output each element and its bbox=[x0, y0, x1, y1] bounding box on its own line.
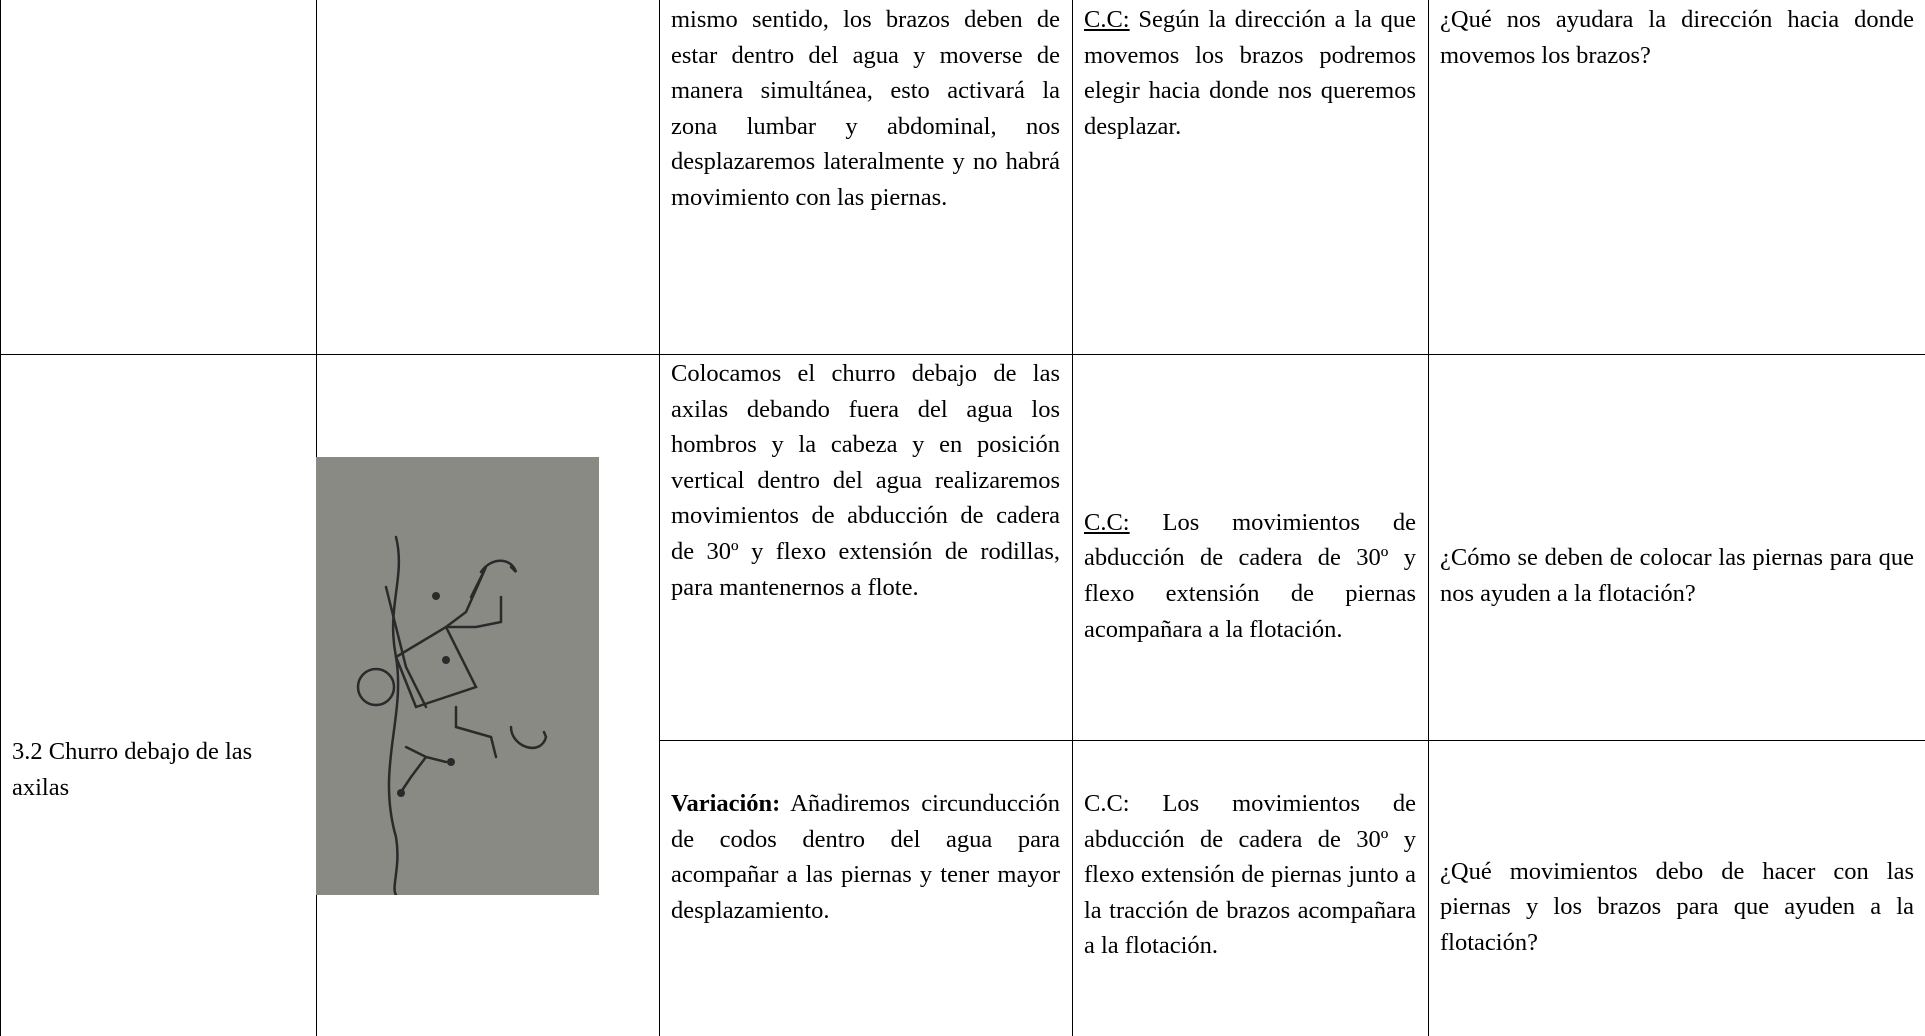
description: Colocamos el churro debajo de las axilas… bbox=[671, 360, 1060, 601]
border bbox=[0, 354, 1925, 355]
question: ¿Qué nos ayudara la dirección hacia dond… bbox=[1440, 6, 1914, 69]
cc-text: C.C: Los movimientos de abducción de cad… bbox=[1084, 790, 1416, 960]
activity: 3.2 Churro debajo de las axilas bbox=[12, 738, 253, 801]
cell: ¿Cómo se deben de colocar las piernas pa… bbox=[1428, 354, 1925, 740]
cc: C.C: Según la dirección a la que movemos… bbox=[1084, 2, 1416, 144]
cell: ¿Qué movimientos debo de hacer con las p… bbox=[1428, 740, 1925, 1036]
cell: C.C: Según la dirección a la que movemos… bbox=[1072, 0, 1428, 354]
cc-label: C.C: bbox=[1084, 6, 1130, 33]
question: ¿Cómo se deben de colocar las piernas pa… bbox=[1440, 544, 1914, 607]
cell: mismo sentido, los brazos deben de estar… bbox=[659, 0, 1072, 354]
cell: C.C: Los movimientos de abducción de cad… bbox=[1072, 740, 1428, 1036]
variation-text: Añadiremos circunducción de codos dentro… bbox=[671, 790, 1060, 924]
question: ¿Qué movimientos debo de hacer con las p… bbox=[1440, 857, 1914, 956]
photo bbox=[316, 457, 599, 895]
border bbox=[1428, 0, 1429, 1036]
cell: C.C: Los movimientos de abducción de cad… bbox=[1072, 354, 1428, 740]
cc: C.C: Los movimientos de abducción de cad… bbox=[1084, 505, 1416, 647]
border bbox=[0, 0, 1, 1036]
variation-label: Variación: bbox=[671, 790, 781, 817]
cell: Colocamos el churro debajo de las axilas… bbox=[659, 354, 1072, 740]
cc-text: Los movimientos de abducción de cadera d… bbox=[1084, 508, 1416, 643]
cell: ¿Qué nos ayudara la dirección hacia dond… bbox=[1428, 0, 1925, 354]
description: Variación: Añadiremos circunducción de c… bbox=[671, 786, 1060, 928]
border bbox=[659, 0, 660, 1036]
border bbox=[659, 740, 1925, 741]
cell: 3.2 Churro debajo de las axilas bbox=[0, 354, 316, 1036]
cc-text: Según la dirección a la que movemos los … bbox=[1084, 6, 1416, 140]
description: mismo sentido, los brazos deben de estar… bbox=[671, 6, 1060, 211]
cell: Variación: Añadiremos circunducción de c… bbox=[659, 740, 1072, 1036]
cc-label: C.C: bbox=[1084, 508, 1130, 536]
border bbox=[1072, 0, 1073, 1036]
